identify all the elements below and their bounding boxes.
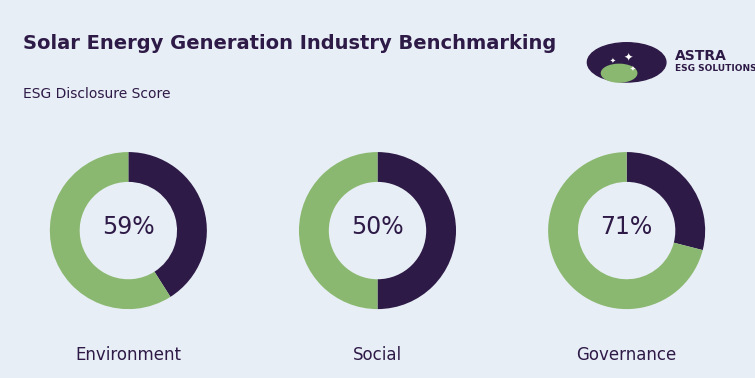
Circle shape [587, 43, 666, 82]
Wedge shape [128, 152, 207, 297]
Wedge shape [299, 152, 378, 309]
Text: ESG SOLUTIONS: ESG SOLUTIONS [675, 64, 755, 73]
Text: Environment: Environment [76, 346, 181, 364]
Text: 50%: 50% [351, 215, 404, 239]
Text: Governance: Governance [577, 346, 676, 364]
Wedge shape [627, 152, 705, 250]
Text: Solar Energy Generation Industry Benchmarking: Solar Energy Generation Industry Benchma… [23, 34, 556, 53]
Text: 59%: 59% [102, 215, 155, 239]
Text: ✦: ✦ [624, 53, 633, 63]
Wedge shape [50, 152, 171, 309]
Text: ✦: ✦ [630, 66, 636, 72]
Text: Social: Social [353, 346, 402, 364]
Text: ✦: ✦ [610, 57, 616, 64]
Text: 71%: 71% [600, 215, 653, 239]
Circle shape [602, 64, 636, 82]
Text: ESG Disclosure Score: ESG Disclosure Score [23, 87, 170, 101]
Wedge shape [548, 152, 703, 309]
Text: ASTRA: ASTRA [675, 48, 727, 63]
Wedge shape [378, 152, 456, 309]
